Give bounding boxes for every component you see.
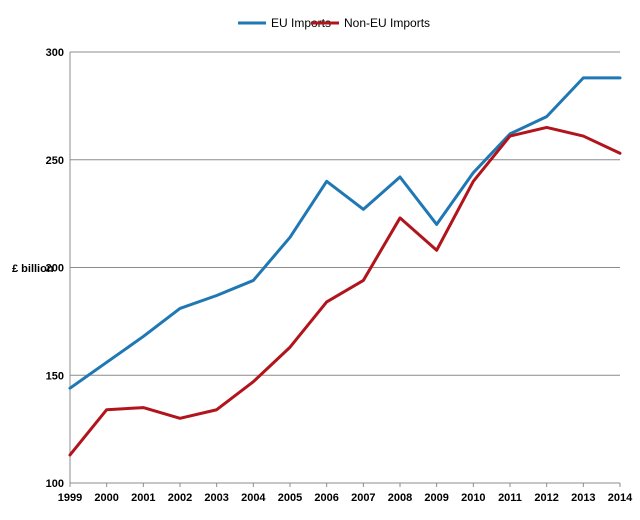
series-lines xyxy=(68,76,622,457)
x-tick-label: 1999 xyxy=(58,492,82,504)
x-tick-label: 2012 xyxy=(534,492,558,504)
x-tick-label: 2014 xyxy=(608,492,633,504)
y-axis-label: £ billion xyxy=(12,263,54,275)
gridlines xyxy=(69,51,620,484)
x-tick-label: 2008 xyxy=(388,492,412,504)
legend: EU Imports Non-EU Imports xyxy=(238,16,430,30)
series-line-eu-imports xyxy=(68,76,622,390)
x-tick-label: 2001 xyxy=(131,492,155,504)
x-axis-ticks: 1999 2000 2001 2002 2003 2004 2005 2006 2007 2008… xyxy=(58,483,633,504)
y-axis-ticks: 100 150 200 250 300 xyxy=(46,47,64,490)
y-tick-label: 100 xyxy=(46,478,64,490)
y-tick-label: 200 xyxy=(46,263,64,275)
x-tick-label: 2000 xyxy=(94,492,118,504)
x-tick-label: 2002 xyxy=(168,492,192,504)
x-tick-label: 2009 xyxy=(424,492,448,504)
y-tick-label: 300 xyxy=(46,47,64,59)
y-tick-label: 250 xyxy=(46,155,64,167)
series-line-non-eu-imports xyxy=(68,125,622,457)
x-tick-label: 2005 xyxy=(278,492,302,504)
x-tick-label: 2013 xyxy=(571,492,595,504)
x-tick-label: 2006 xyxy=(314,492,338,504)
x-tick-label: 2003 xyxy=(204,492,228,504)
x-tick-label: 2004 xyxy=(241,492,266,504)
y-tick-label: 150 xyxy=(46,370,64,382)
x-tick-label: 2011 xyxy=(498,492,522,504)
x-tick-label: 2007 xyxy=(351,492,375,504)
legend-label-non-eu-imports: Non-EU Imports xyxy=(344,16,430,30)
legend-label-eu-imports: EU Imports xyxy=(271,16,331,30)
x-tick-label: 2010 xyxy=(461,492,485,504)
